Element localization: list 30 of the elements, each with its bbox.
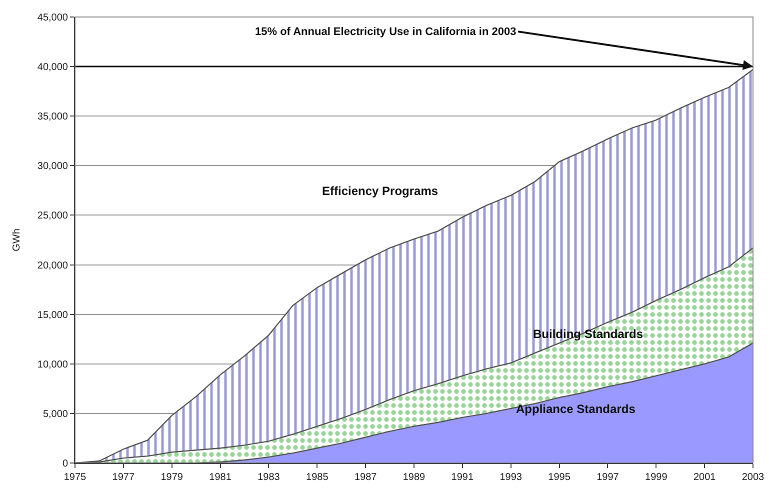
series-label: Building Standards — [533, 327, 644, 341]
y-tick-label: 0 — [62, 458, 68, 470]
y-tick-label: 10,000 — [37, 359, 68, 370]
x-tick-label: 1989 — [402, 472, 426, 483]
x-tick-label: 1977 — [112, 472, 135, 483]
y-tick-label: 5,000 — [42, 408, 68, 420]
y-axis-title: GWh — [11, 228, 22, 252]
y-tick-label: 15,000 — [37, 310, 68, 321]
x-tick-label: 1983 — [258, 472, 280, 483]
x-tick-label: 1997 — [596, 472, 620, 483]
x-tick-label: 2003 — [742, 472, 765, 483]
series-label: Appliance Standards — [516, 402, 636, 416]
y-tick-label: 25,000 — [37, 210, 68, 222]
x-tick-label: 1995 — [548, 472, 571, 483]
x-tick-label: 1987 — [354, 472, 378, 483]
x-tick-label: 1991 — [451, 472, 474, 483]
y-tick-label: 30,000 — [37, 161, 68, 172]
x-tick-label: 1975 — [64, 472, 87, 483]
x-tick-label: 1985 — [306, 472, 329, 483]
text: Efficiency Programs — [322, 184, 438, 198]
y-tick-label: 35,000 — [37, 112, 68, 123]
annotation: 15% of Annual Electricity Use in California in 2003 — [255, 26, 516, 38]
x-tick-label: 1979 — [160, 472, 184, 483]
x-tick-label: 1999 — [645, 472, 668, 483]
y-tick-label: 45,000 — [37, 12, 68, 24]
x-tick-label: 2001 — [693, 472, 716, 483]
x-tick-label: 1993 — [500, 472, 522, 483]
x-tick-label: 1981 — [209, 472, 232, 483]
y-tick-label: 20,000 — [37, 260, 68, 272]
y-tick-label: 40,000 — [37, 62, 68, 74]
